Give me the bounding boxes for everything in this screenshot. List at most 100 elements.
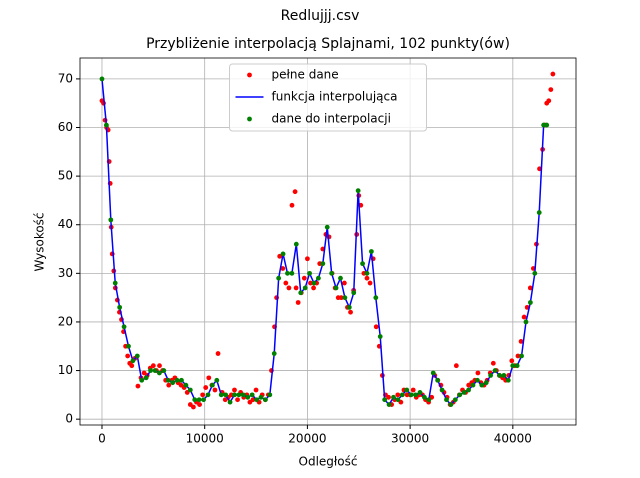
point [307, 270, 312, 276]
point [360, 261, 365, 267]
point [351, 290, 357, 296]
point [509, 358, 515, 364]
point [521, 314, 527, 320]
point [466, 387, 471, 393]
point [395, 397, 401, 403]
point [523, 319, 529, 325]
point [190, 404, 196, 410]
point [355, 188, 361, 194]
point [497, 373, 502, 378]
point [527, 300, 533, 305]
point [232, 387, 237, 393]
point [417, 390, 423, 395]
point [382, 397, 388, 403]
point [298, 290, 304, 296]
point [150, 363, 156, 369]
point [311, 280, 317, 286]
point [212, 387, 218, 393]
point [192, 397, 198, 403]
point [338, 295, 344, 301]
point [544, 122, 550, 128]
point [200, 392, 206, 398]
point [108, 217, 114, 223]
x-tick-label: 20000 [288, 432, 326, 446]
point [391, 394, 396, 400]
point [179, 377, 184, 383]
point [377, 334, 383, 339]
point [292, 189, 298, 195]
point [134, 353, 140, 359]
point [206, 375, 212, 381]
point [121, 324, 127, 330]
point [143, 375, 149, 381]
point [280, 251, 286, 257]
point [501, 373, 507, 378]
point [235, 397, 240, 403]
point [271, 351, 277, 356]
point [510, 363, 516, 369]
x-tick-label: 10000 [186, 432, 224, 446]
point [227, 399, 233, 405]
point [444, 397, 449, 403]
point [452, 397, 458, 403]
point [404, 387, 410, 393]
point [277, 253, 283, 259]
point [475, 370, 481, 376]
point [139, 377, 145, 383]
point [258, 394, 264, 400]
y-tick-label: 10 [58, 363, 73, 377]
point [532, 270, 538, 276]
point [236, 392, 242, 398]
legend-box [229, 63, 427, 132]
point [218, 392, 224, 398]
point [183, 382, 189, 388]
legend-label: pełne dane [272, 68, 339, 82]
point [125, 353, 131, 359]
point [515, 353, 521, 359]
point [536, 210, 542, 215]
point [286, 285, 292, 291]
point [295, 300, 301, 305]
y-tick-label: 20 [58, 314, 73, 328]
x-tick-label: 40000 [494, 432, 532, 446]
y-tick-label: 50 [58, 169, 73, 183]
point [346, 304, 352, 310]
y-tick-label: 60 [58, 120, 73, 134]
point [112, 280, 118, 286]
point [293, 241, 299, 247]
point [479, 382, 485, 388]
point [148, 368, 153, 373]
point [254, 397, 259, 403]
point [99, 76, 105, 82]
y-tick-label: 70 [58, 71, 73, 85]
point [205, 392, 211, 398]
legend-label: funkcja interpolująca [272, 90, 398, 104]
point [267, 392, 273, 398]
point [126, 343, 131, 349]
point [474, 377, 480, 383]
point [311, 285, 316, 291]
point [215, 351, 221, 356]
point [223, 392, 229, 398]
y-tick-label: 30 [58, 266, 73, 280]
point [470, 382, 476, 388]
point [324, 224, 330, 230]
point [364, 270, 370, 276]
point [308, 280, 313, 286]
point [320, 261, 326, 267]
point [492, 368, 498, 373]
point [453, 363, 459, 369]
x-tick-label: 0 [98, 432, 106, 446]
point [196, 397, 202, 403]
point [341, 280, 347, 286]
point [285, 270, 290, 276]
point [165, 377, 171, 383]
point [289, 270, 295, 276]
point [373, 324, 379, 330]
point [250, 397, 256, 403]
point [408, 392, 414, 398]
point [461, 390, 467, 395]
point [280, 266, 286, 271]
point [203, 385, 209, 390]
point [214, 377, 220, 383]
